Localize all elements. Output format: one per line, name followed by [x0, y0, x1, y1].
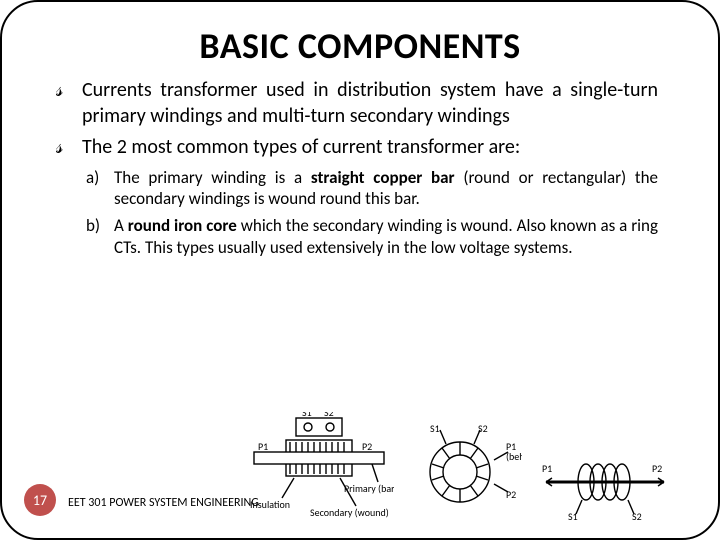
- slide-frame: BASIC COMPONENTS Currents transformer us…: [0, 0, 720, 540]
- slide-title: BASIC COMPONENTS: [2, 24, 718, 68]
- bullet-text: The 2 most common types of current trans…: [82, 135, 520, 159]
- figure-bar-ct: S1 S2 P1 P2 Insulation Primary (bar) Sec…: [244, 412, 394, 522]
- page-number-bubble: 17: [24, 484, 56, 516]
- label-s1: S1: [302, 412, 312, 419]
- page-number: 17: [33, 492, 47, 509]
- label-s2: S2: [324, 412, 334, 419]
- sub-text: The primary winding is a straight copper…: [114, 167, 658, 209]
- figures-row: S1 S2 P1 P2 Insulation Primary (bar) Sec…: [244, 412, 670, 522]
- label-s2: S2: [478, 422, 488, 435]
- label-p2: P2: [506, 488, 516, 501]
- footer-text: EET 301 POWER SYSTEM ENGINEERING: [68, 496, 259, 510]
- label-s2: S2: [632, 510, 642, 522]
- figure-ring-ct: S1 S2 P1 (behind) P2: [412, 422, 522, 522]
- figure-coil-ct: P1 P2 S1 S2: [540, 442, 670, 522]
- label-p2: P2: [652, 462, 662, 475]
- label-p1: P1: [542, 462, 552, 475]
- label-behind: (behind): [506, 450, 522, 463]
- sub-item: a) The primary winding is a straight cop…: [114, 167, 658, 210]
- label-s1: S1: [430, 422, 440, 435]
- sub-marker: b): [86, 215, 100, 236]
- label-p1: P1: [258, 440, 268, 453]
- bullet-list: Currents transformer used in distributio…: [82, 78, 658, 258]
- bullet-item: Currents transformer used in distributio…: [82, 78, 658, 129]
- sub-item: b) A round iron core which the secondary…: [114, 215, 658, 258]
- label-s1: S1: [568, 510, 578, 522]
- sub-marker: a): [86, 167, 99, 188]
- bullet-item: The 2 most common types of current trans…: [82, 135, 658, 258]
- bullet-text: Currents transformer used in distributio…: [82, 78, 658, 128]
- sub-text: A round iron core which the secondary wi…: [114, 215, 658, 257]
- label-p2: P2: [362, 440, 372, 453]
- sub-list: a) The primary winding is a straight cop…: [114, 167, 658, 258]
- label-secondary: Secondary (wound): [310, 506, 389, 519]
- label-primary: Primary (bar): [344, 482, 394, 495]
- slide-body: Currents transformer used in distributio…: [2, 68, 718, 258]
